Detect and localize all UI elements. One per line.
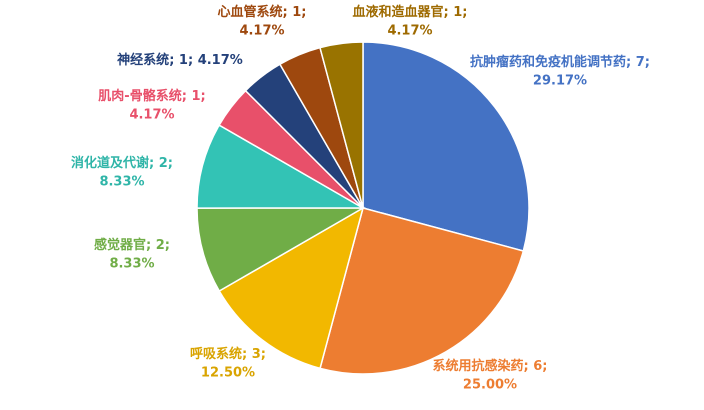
count-label: 1 (453, 5, 462, 20)
separator: ; (626, 55, 636, 70)
data-label: 心血管系统; 1; 4.17% (218, 4, 307, 39)
separator: ; (301, 5, 306, 20)
percent-label: 8.33% (109, 257, 154, 272)
count-label: 2 (156, 238, 165, 253)
data-label: 呼吸系统; 3; 12.50% (190, 346, 266, 381)
count-label: 6 (533, 359, 542, 374)
separator: ; (645, 55, 650, 70)
percent-label: 4.17% (198, 53, 243, 68)
data-label: 神经系统; 1; 4.17% (117, 52, 243, 68)
data-label: 抗肿瘤药和免疫机能调节药; 7; 29.17% (470, 54, 650, 89)
separator: ; (149, 156, 159, 171)
category-name: 肌肉-骨骼系统 (98, 88, 181, 104)
pie-slice (362, 41, 530, 252)
category-name: 系统用抗感染药 (433, 358, 524, 374)
separator: ; (188, 53, 198, 68)
separator: ; (242, 347, 252, 362)
category-name: 呼吸系统 (190, 346, 242, 362)
count-label: 1 (179, 53, 188, 68)
pie-slice (196, 124, 366, 209)
percent-label: 29.17% (533, 74, 587, 89)
data-label-text: 呼吸系统; 3; (190, 346, 266, 362)
data-label-text: 感觉器官; 2; (94, 237, 170, 253)
percent-label: 12.50% (201, 366, 255, 381)
data-label: 感觉器官; 2; 8.33% (94, 237, 170, 272)
count-label: 1 (292, 5, 301, 20)
separator: ; (182, 89, 192, 104)
data-label: 系统用抗感染药; 6; 25.00% (433, 358, 548, 393)
percent-label: 4.17% (129, 108, 174, 123)
pie-slice (218, 206, 365, 370)
separator: ; (261, 347, 266, 362)
data-label-text: 神经系统; 1; 4.17% (117, 52, 243, 68)
data-label-text: 系统用抗感染药; 6; (433, 358, 548, 374)
category-name: 神经系统 (117, 52, 169, 68)
separator: ; (146, 238, 156, 253)
separator: ; (200, 89, 205, 104)
pie-slice (319, 207, 525, 375)
pie-slice (196, 207, 366, 293)
data-label-text: 消化道及代谢; 2; (71, 155, 173, 171)
data-label-text: 心血管系统; 1; (218, 4, 307, 20)
category-name: 感觉器官 (94, 237, 146, 253)
count-label: 1 (191, 89, 200, 104)
separator: ; (165, 238, 170, 253)
percent-label: 4.17% (387, 24, 432, 39)
data-label: 消化道及代谢; 2; 8.33% (71, 155, 173, 190)
separator: ; (444, 5, 454, 20)
percent-label: 25.00% (463, 378, 517, 393)
category-name: 抗肿瘤药和免疫机能调节药 (470, 54, 626, 70)
count-label: 7 (636, 55, 645, 70)
percent-label: 4.17% (239, 24, 284, 39)
separator: ; (542, 359, 547, 374)
separator: ; (168, 156, 173, 171)
separator: ; (283, 5, 293, 20)
data-label: 肌肉-骨骼系统; 1; 4.17% (98, 88, 205, 123)
data-label-text: 抗肿瘤药和免疫机能调节药; 7; (470, 54, 650, 70)
percent-label: 8.33% (99, 175, 144, 190)
separator: ; (462, 5, 467, 20)
count-label: 2 (159, 156, 168, 171)
data-label-text: 肌肉-骨骼系统; 1; (98, 88, 205, 104)
pie-slice (319, 41, 364, 209)
category-name: 血液和造血器官 (353, 4, 444, 20)
separator: ; (169, 53, 179, 68)
separator: ; (524, 359, 534, 374)
category-name: 消化道及代谢 (71, 155, 149, 171)
count-label: 3 (252, 347, 261, 362)
category-name: 心血管系统 (218, 4, 283, 20)
data-label: 血液和造血器官; 1; 4.17% (353, 4, 468, 39)
data-label-text: 血液和造血器官; 1; (353, 4, 468, 20)
